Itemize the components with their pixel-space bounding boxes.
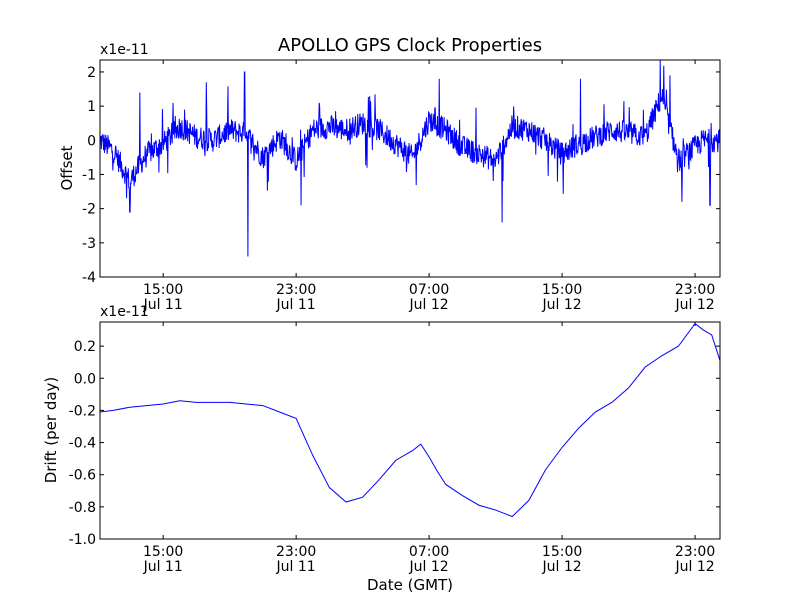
drift-x-tick-time: 23:00 [675, 544, 715, 560]
drift-x-tick-date: Jul 12 [542, 559, 582, 575]
drift-y-tick-label: 0.2 [74, 339, 96, 355]
offset-y-axis-label: Offset [58, 145, 76, 190]
offset-y-tick-label: -2 [82, 202, 96, 218]
drift-x-tick-date: Jul 12 [674, 559, 714, 575]
drift-x-tick-date: Jul 11 [143, 559, 183, 575]
drift-y-tick-label: -0.2 [69, 403, 96, 419]
offset-series [99, 59, 721, 257]
drift-exponent-label: x1e-11 [100, 304, 149, 320]
offset-x-tick-date: Jul 12 [409, 297, 449, 313]
offset-plot-frame [99, 59, 721, 278]
drift-y-tick-label: 0.0 [74, 371, 96, 387]
drift-x-tick-date: Jul 12 [409, 559, 449, 575]
offset-y-tick-label: 0 [87, 133, 96, 149]
drift-plot-area [100, 322, 720, 539]
chart-title: APOLLO GPS Clock Properties [278, 35, 542, 56]
offset-x-tick-time: 23:00 [675, 282, 715, 298]
offset-x-tick-time: 15:00 [542, 282, 582, 298]
drift-subplot: x1e-11 Drift (per day) -1.0-0.8-0.6-0.4-… [42, 304, 721, 594]
offset-x-tick-date: Jul 12 [674, 297, 714, 313]
drift-x-tick-time: 23:00 [276, 544, 316, 560]
drift-y-tick-label: -0.6 [69, 468, 96, 484]
drift-y-tick-label: -0.4 [69, 436, 96, 452]
offset-plot-area [100, 60, 720, 277]
drift-y-axis-label: Drift (per day) [42, 377, 60, 484]
drift-y-ticks: -1.0 -0.8 -0.6 -0.4 -0.2 0.0 0.2 [69, 339, 720, 548]
offset-y-tick-label: -4 [82, 270, 96, 286]
drift-x-tick-time: 15:00 [542, 544, 582, 560]
offset-series-line [99, 59, 721, 257]
drift-x-tick-time: 07:00 [409, 544, 449, 560]
offset-y-ticks: -4 -3 -2 -1 0 1 2 [82, 65, 720, 286]
drift-plot-frame [99, 321, 721, 540]
offset-x-tick-date: Jul 12 [542, 297, 582, 313]
offset-x-tick-date: Jul 11 [276, 297, 316, 313]
drift-series-line [99, 322, 721, 518]
offset-x-tick-time: 15:00 [143, 282, 183, 298]
offset-x-tick-time: 23:00 [276, 282, 316, 298]
drift-x-tick-date: Jul 11 [276, 559, 316, 575]
offset-y-tick-label: 1 [87, 99, 96, 115]
drift-x-tick-time: 15:00 [143, 544, 183, 560]
drift-y-tick-label: -0.8 [69, 500, 96, 516]
offset-x-tick-time: 07:00 [409, 282, 449, 298]
drift-y-tick-label: -1.0 [69, 532, 96, 548]
offset-exponent-label: x1e-11 [100, 42, 149, 58]
drift-x-axis-label: Date (GMT) [367, 576, 453, 594]
offset-y-tick-label: -1 [82, 167, 96, 183]
offset-y-tick-label: 2 [87, 65, 96, 81]
offset-x-tick-date: Jul 11 [143, 297, 183, 313]
drift-series [99, 322, 721, 518]
offset-y-tick-label: -3 [82, 236, 96, 252]
